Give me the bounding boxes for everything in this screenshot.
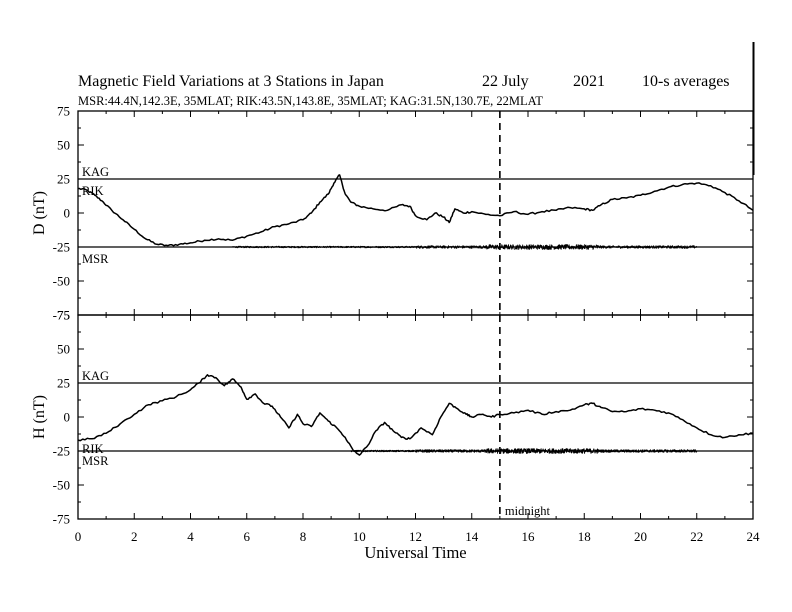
h-series-rik [77, 374, 754, 456]
d-y-tick-label: -25 [53, 240, 70, 255]
d-station-label-rik: RIK [82, 184, 104, 198]
h-y-tick-label: 50 [57, 342, 70, 357]
x-tick-label: 10 [353, 529, 366, 544]
x-tick-label: 24 [747, 529, 761, 544]
d-station-label-msr: MSR [82, 252, 109, 266]
chart-averaging: 10-s averages [642, 73, 730, 90]
x-tick-label: 6 [244, 529, 251, 544]
h-y-tick-label: 25 [57, 376, 70, 391]
h-y-tick-label: -75 [53, 512, 70, 527]
d-y-tick-label: -75 [53, 308, 70, 323]
station-info: MSR:44.4N,142.3E, 35MLAT; RIK:43.5N,143.… [78, 94, 543, 108]
d-y-axis-label: D (nT) [31, 191, 48, 235]
x-tick-label: 16 [522, 529, 536, 544]
h-station-label-kag: KAG [82, 369, 109, 383]
x-tick-label: 12 [409, 529, 422, 544]
h-panel-frame [77, 314, 754, 520]
h-series-msr [350, 448, 698, 454]
x-tick-label: 4 [187, 529, 194, 544]
x-tick-label: 2 [131, 529, 138, 544]
x-tick-label: 20 [634, 529, 647, 544]
h-y-tick-label: -50 [53, 478, 70, 493]
h-y-tick-label: 0 [64, 410, 71, 425]
h-station-label-rik: RIK [82, 442, 104, 456]
chart-title: Magnetic Field Variations at 3 Stations … [78, 73, 384, 90]
x-axis-label: Universal Time [364, 543, 466, 562]
x-tick-label: 0 [75, 529, 82, 544]
d-y-tick-label: -50 [53, 274, 70, 289]
chart-date: 22 July [482, 73, 529, 90]
d-y-tick-label: 25 [57, 172, 70, 187]
d-panel-frame [77, 110, 754, 316]
x-tick-label: 8 [300, 529, 307, 544]
chart-year: 2021 [573, 73, 605, 90]
h-station-label-msr: MSR [82, 454, 109, 468]
d-series-msr [232, 244, 698, 250]
d-y-tick-label: 0 [64, 206, 71, 221]
h-y-tick-label: -25 [53, 444, 70, 459]
d-station-label-kag: KAG [82, 165, 109, 179]
d-y-tick-label: 75 [57, 104, 70, 119]
x-tick-label: 14 [465, 529, 479, 544]
x-tick-label: 18 [578, 529, 591, 544]
h-y-axis-label: H (nT) [31, 395, 48, 439]
h-y-tick-label: 75 [57, 308, 70, 323]
midnight-label: midnight [505, 504, 551, 518]
d-y-tick-label: 50 [57, 138, 70, 153]
d-series-rik [78, 174, 754, 247]
x-tick-label: 22 [690, 529, 703, 544]
